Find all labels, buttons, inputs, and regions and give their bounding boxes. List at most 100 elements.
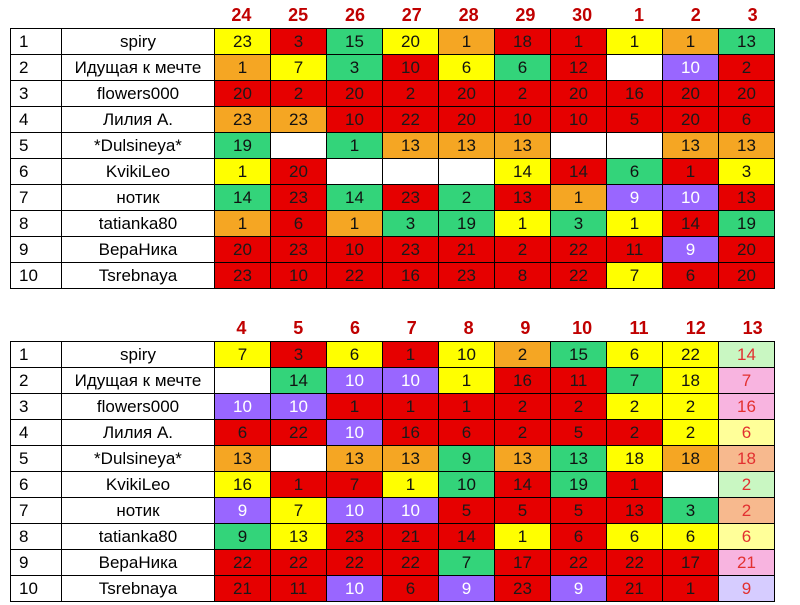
score-cell: 2 [494, 236, 551, 263]
score-cell: 1 [494, 210, 551, 237]
score-cell: 18 [494, 28, 551, 55]
score-cell: 2 [606, 419, 663, 446]
score-cell: 19 [214, 132, 271, 159]
score-cell [438, 158, 495, 185]
score-cell: 6 [494, 54, 551, 81]
participant-name: tatianka80 [61, 523, 215, 550]
table-row: 8 tatianka80 9 13 23 21 14 1 6 6 6 6 [10, 523, 775, 550]
score-cell: 1 [214, 210, 271, 237]
score-cell: 13 [494, 445, 551, 472]
score-cell: 9 [718, 575, 775, 602]
score-cell: 10 [270, 393, 327, 420]
score-cell: 10 [494, 106, 551, 133]
score-cell: 13 [270, 523, 327, 550]
score-cell: 1 [326, 210, 383, 237]
table-row: 5 *Dulsineya* 19 1 13 13 13 13 13 [10, 132, 775, 159]
table-row: 6 KvikiLeo 1 20 14 14 6 1 3 [10, 158, 775, 185]
score-cell: 1 [550, 28, 607, 55]
rating-table: 1 spiry 7 3 6 1 10 2 15 6 22 14 2 Идущая к мечте 14 10 1… [10, 341, 775, 602]
score-cell: 23 [326, 523, 383, 550]
score-cell [606, 54, 663, 81]
score-cell: 21 [606, 575, 663, 602]
score-cell: 5 [606, 106, 663, 133]
row-number: 5 [10, 132, 62, 159]
score-cell: 1 [662, 28, 719, 55]
score-cell: 5 [550, 497, 607, 524]
participant-name: Лилия А. [61, 419, 215, 446]
score-cell: 10 [270, 262, 327, 289]
score-cell: 13 [718, 184, 775, 211]
score-cell: 20 [550, 80, 607, 107]
score-cell: 19 [550, 471, 607, 498]
score-cell: 23 [494, 575, 551, 602]
row-number: 8 [10, 210, 62, 237]
score-cell: 7 [326, 471, 383, 498]
score-cell: 20 [718, 262, 775, 289]
day-header: 10 [572, 318, 593, 338]
score-cell: 7 [606, 262, 663, 289]
score-cell: 20 [326, 80, 383, 107]
table-row: 4 Лилия А. 23 23 10 22 20 10 10 5 20 6 [10, 106, 775, 133]
participant-name: *Dulsineya* [61, 132, 215, 159]
score-cell: 14 [550, 158, 607, 185]
score-cell: 22 [270, 549, 327, 576]
score-cell: 9 [438, 445, 495, 472]
table-row: 9 ВераНика 22 22 22 22 7 17 22 22 17 21 [10, 549, 775, 576]
score-cell: 2 [550, 393, 607, 420]
score-cell: 5 [550, 419, 607, 446]
score-cell: 9 [550, 575, 607, 602]
score-cell: 1 [662, 575, 719, 602]
score-cell [606, 132, 663, 159]
score-cell: 2 [270, 80, 327, 107]
score-cell: 22 [550, 549, 607, 576]
score-cell: 13 [214, 445, 271, 472]
score-cell: 13 [718, 28, 775, 55]
score-cell: 23 [438, 262, 495, 289]
row-number: 2 [10, 54, 62, 81]
day-header: 5 [293, 318, 304, 338]
day-header: 9 [520, 318, 531, 338]
score-cell: 1 [662, 158, 719, 185]
score-cell: 14 [326, 184, 383, 211]
score-cell: 6 [662, 262, 719, 289]
score-cell: 1 [326, 132, 383, 159]
score-cell: 1 [382, 471, 439, 498]
score-cell: 3 [270, 341, 327, 368]
score-cell: 22 [550, 262, 607, 289]
score-cell: 20 [214, 80, 271, 107]
score-cell: 13 [718, 132, 775, 159]
participant-name: нотик [61, 497, 215, 524]
participant-name: tatianka80 [61, 210, 215, 237]
day-header: 30 [572, 5, 593, 25]
score-cell [270, 445, 327, 472]
score-cell: 2 [382, 80, 439, 107]
score-cell: 3 [550, 210, 607, 237]
row-number: 8 [10, 523, 62, 550]
score-cell: 16 [382, 419, 439, 446]
row-number: 9 [10, 549, 62, 576]
score-cell: 7 [214, 341, 271, 368]
score-cell: 6 [718, 106, 775, 133]
score-cell: 21 [214, 575, 271, 602]
score-cell: 7 [718, 367, 775, 394]
score-cell: 23 [214, 106, 271, 133]
day-header: 3 [747, 5, 758, 25]
score-cell: 6 [214, 419, 271, 446]
score-cell: 14 [270, 367, 327, 394]
score-cell: 13 [494, 132, 551, 159]
participant-name: Идущая к мечте [61, 54, 215, 81]
score-cell: 13 [382, 445, 439, 472]
score-cell: 5 [438, 497, 495, 524]
score-cell: 20 [662, 80, 719, 107]
score-cell: 7 [438, 549, 495, 576]
score-cell: 10 [438, 471, 495, 498]
score-cell: 11 [550, 367, 607, 394]
day-header: 11 [629, 318, 649, 338]
score-cell: 21 [438, 236, 495, 263]
score-cell: 22 [326, 549, 383, 576]
row-number: 10 [10, 575, 62, 602]
table-row: 9 ВераНика 20 23 10 23 21 2 22 11 9 20 [10, 236, 775, 263]
row-number: 1 [10, 28, 62, 55]
score-cell: 10 [662, 54, 719, 81]
score-cell: 18 [662, 445, 719, 472]
